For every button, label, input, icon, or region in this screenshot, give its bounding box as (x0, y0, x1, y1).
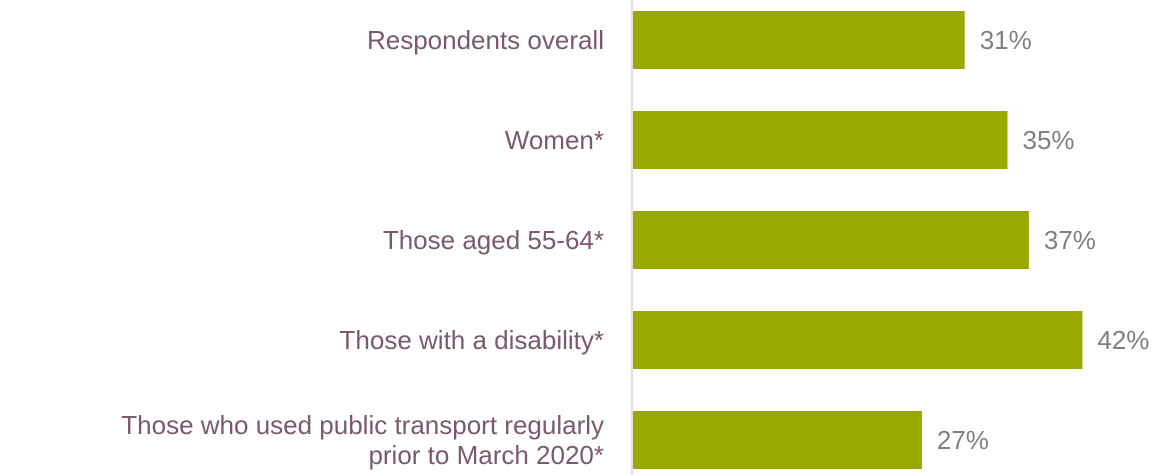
category-label: Those with a disability* (340, 325, 604, 355)
bar-value-label: 31% (980, 25, 1032, 55)
bar-value-label: 42% (1097, 325, 1149, 355)
bars-group (633, 11, 1083, 469)
bar-value-label: 27% (937, 425, 989, 455)
category-labels-group: Respondents overall Women* Those aged 55-6… (121, 25, 604, 470)
bar (633, 211, 1029, 269)
bar (633, 311, 1083, 369)
value-labels-group: 31% 35% 37% 42% 27% (937, 25, 1150, 455)
bar (633, 111, 1008, 169)
category-label: Women* (505, 125, 604, 155)
category-label-line: Women* (505, 125, 604, 155)
category-label-line: Those with a disability* (340, 325, 604, 355)
category-label: Those who used public transport regularl… (121, 410, 604, 470)
category-label-line: prior to March 2020* (368, 440, 604, 470)
bar (633, 411, 922, 469)
category-label-line: Respondents overall (367, 25, 604, 55)
bar-value-label: 37% (1044, 225, 1096, 255)
bar (633, 11, 965, 69)
category-label: Those aged 55-64* (383, 225, 604, 255)
category-label-line: Those who used public transport regularl… (121, 410, 604, 440)
category-label-line: Those aged 55-64* (383, 225, 604, 255)
category-label: Respondents overall (367, 25, 604, 55)
bar-value-label: 35% (1023, 125, 1075, 155)
